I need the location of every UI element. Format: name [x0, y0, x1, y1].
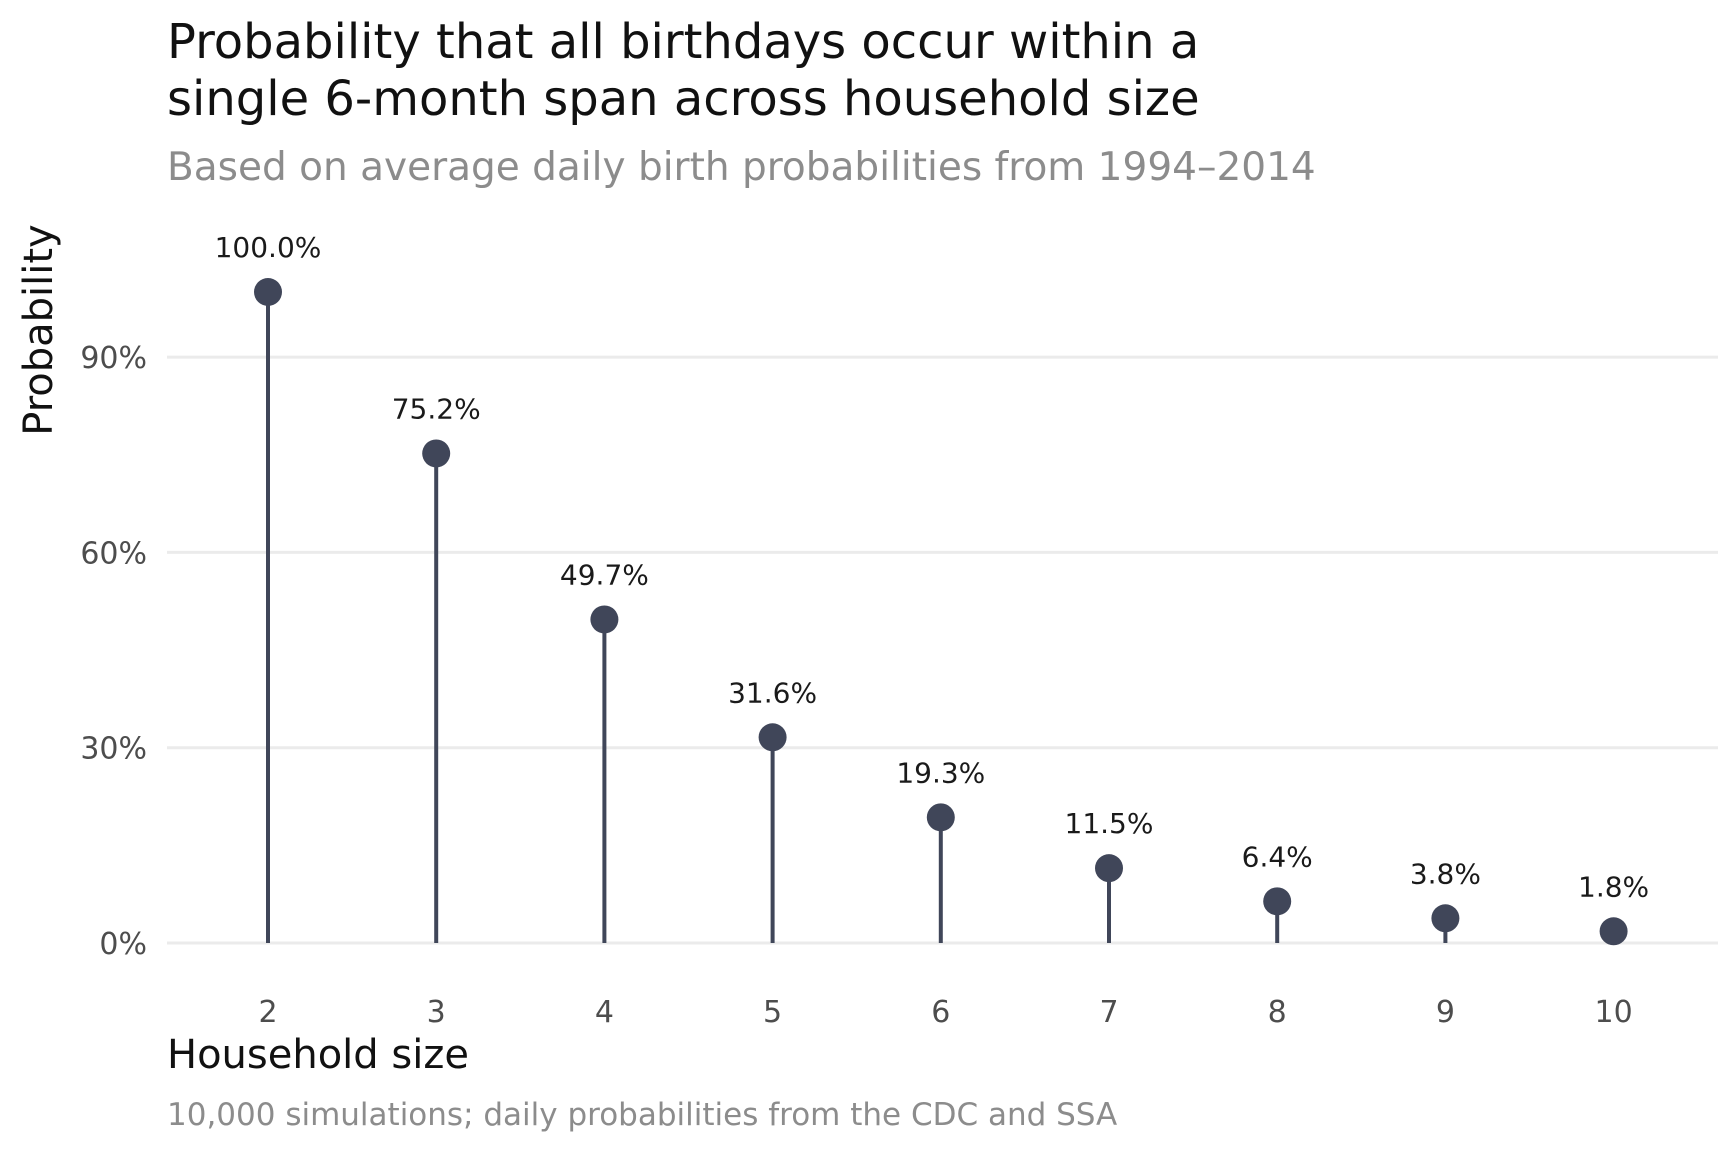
data-labels: 100.0% 75.2% 49.7% 31.6% 19.3% 11.5% 6.4% 3.8% 1… [215, 231, 1650, 903]
y-tick-label: 30% [80, 732, 147, 767]
lollipop-dot [926, 803, 955, 832]
lollipop-dot [1263, 887, 1292, 916]
data-label: 11.5% [1065, 807, 1154, 840]
x-tick-label: 9 [1436, 995, 1455, 1030]
data-label: 75.2% [392, 392, 481, 425]
x-axis-ticks: 2 3 4 5 6 7 8 9 10 [258, 995, 1632, 1030]
lollipop-dot [1599, 917, 1628, 946]
data-label: 31.6% [728, 676, 817, 709]
y-tick-label: 60% [80, 536, 147, 571]
y-axis-title: Probability [16, 224, 62, 435]
x-tick-label: 3 [427, 995, 446, 1030]
chart-title-line-2: single 6-month span across household siz… [167, 71, 1200, 127]
lollipop-dot [758, 723, 787, 752]
x-tick-label: 6 [931, 995, 950, 1030]
x-tick-label: 2 [258, 995, 277, 1030]
data-label: 1.8% [1578, 870, 1649, 903]
y-tick-label: 90% [80, 341, 147, 376]
lollipop-dot [254, 278, 282, 306]
data-label: 3.8% [1410, 857, 1481, 890]
x-tick-label: 7 [1099, 995, 1118, 1030]
y-tick-label: 0% [99, 927, 147, 962]
lollipop-marks [254, 278, 1628, 946]
x-axis-title: Household size [167, 1032, 469, 1078]
chart-title-line-1: Probability that all birthdays occur wit… [167, 14, 1199, 70]
x-tick-label: 5 [763, 995, 782, 1030]
data-label: 19.3% [896, 756, 985, 789]
data-label: 100.0% [215, 231, 322, 264]
chart-caption: 10,000 simulations; daily probabilities … [167, 1097, 1117, 1133]
x-tick-label: 4 [595, 995, 614, 1030]
lollipop-dot [1095, 854, 1123, 883]
chart-subtitle: Based on average daily birth probabiliti… [167, 145, 1316, 190]
lollipop-dot [422, 439, 451, 468]
data-label: 6.4% [1242, 840, 1313, 873]
lollipop-dot [590, 605, 619, 634]
x-tick-label: 10 [1595, 995, 1633, 1030]
lollipop-dot [1431, 904, 1460, 933]
y-axis-ticks: 0% 30% 60% 90% [80, 341, 147, 962]
data-label: 49.7% [560, 558, 649, 591]
x-tick-label: 8 [1268, 995, 1287, 1030]
